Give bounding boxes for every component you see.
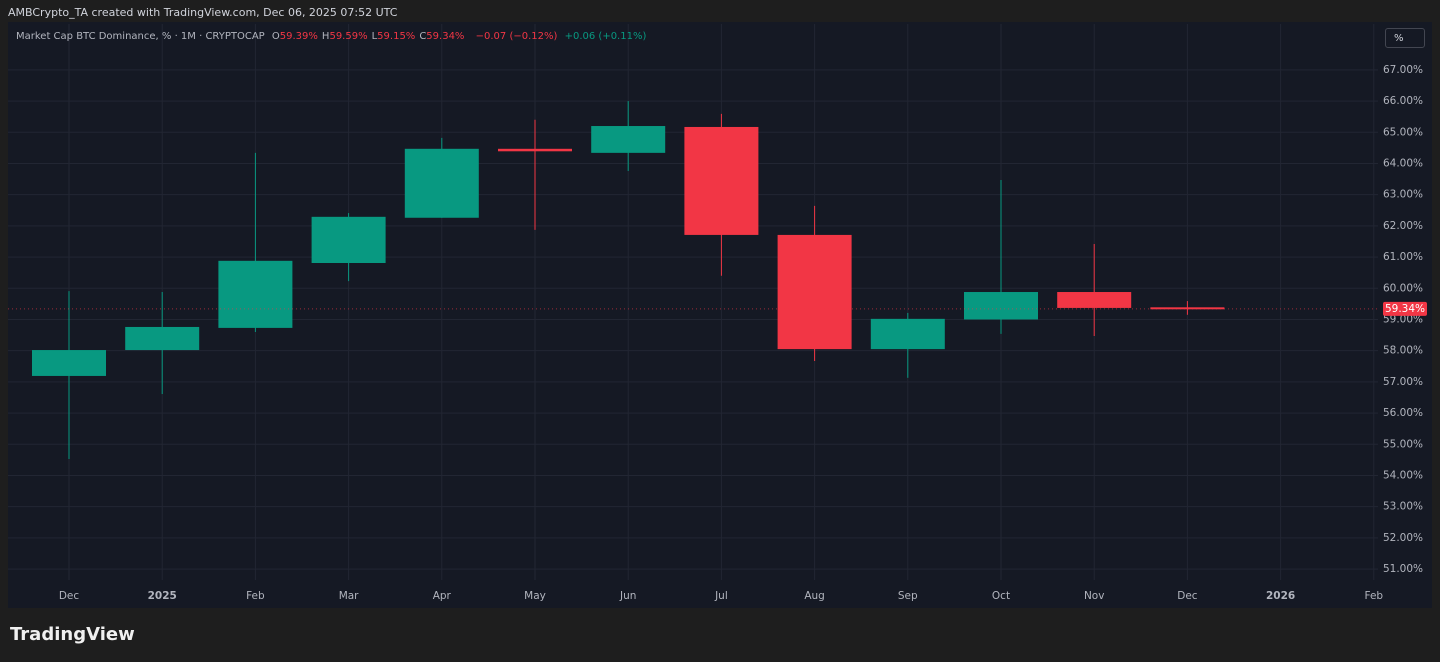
x-tick-label: Feb <box>246 590 265 602</box>
ohlc-key: H <box>321 31 330 42</box>
candle-body <box>684 126 759 235</box>
candle-body <box>1150 307 1225 310</box>
candle-body <box>218 260 293 328</box>
y-tick-label: 55.00% <box>1383 438 1423 450</box>
y-tick-label: 56.00% <box>1383 407 1423 419</box>
y-tick-label: 57.00% <box>1383 376 1423 388</box>
y-tick-label: 65.00% <box>1383 126 1423 138</box>
y-tick-label: 63.00% <box>1383 189 1423 201</box>
x-tick-label: Aug <box>804 590 825 602</box>
ohlc-value: 59.39% <box>279 31 318 42</box>
y-tick-label: 67.00% <box>1383 64 1423 76</box>
x-tick-label: Sep <box>898 590 918 602</box>
x-tick-label: Dec <box>59 590 80 602</box>
candle-body <box>1057 292 1132 308</box>
legend: Market Cap BTC Dominance, % · 1M · CRYPT… <box>16 31 650 42</box>
y-tick-label: 64.00% <box>1383 157 1423 169</box>
candle-body <box>870 318 945 350</box>
x-tick-label: 2026 <box>1266 590 1295 602</box>
candle-body <box>32 350 106 376</box>
percent-toggle[interactable]: % <box>1385 28 1425 48</box>
y-tick-label: 58.00% <box>1383 345 1423 357</box>
ohlc-key: L <box>371 31 378 42</box>
last-price-tag <box>1383 301 1427 316</box>
change: −0.07 (−0.12%) <box>475 31 558 42</box>
ohlc-value: 59.59% <box>329 31 368 42</box>
y-tick-label: 53.00% <box>1383 501 1423 513</box>
candle-body <box>404 148 479 218</box>
x-tick-label: Feb <box>1365 590 1384 602</box>
y-tick-label: 52.00% <box>1383 532 1423 544</box>
candle-body <box>777 234 852 350</box>
ohlc-key: O <box>271 31 280 42</box>
x-tick-label: Dec <box>1177 590 1198 602</box>
y-tick-label: 61.00% <box>1383 251 1423 263</box>
x-tick-label: Mar <box>339 590 359 602</box>
x-tick-label: Nov <box>1084 590 1105 602</box>
ohlc-key: C <box>419 31 427 42</box>
attribution: AMBCrypto_TA created with TradingView.co… <box>8 6 398 19</box>
last-price-label: 59.34% <box>1385 303 1425 315</box>
candle-body <box>964 292 1038 320</box>
x-tick-label: Apr <box>433 590 452 602</box>
x-tick-label: Jun <box>619 590 636 602</box>
x-tick-label: 2025 <box>148 590 177 602</box>
y-tick-label: 66.00% <box>1383 95 1423 107</box>
x-tick-label: Oct <box>992 590 1010 602</box>
candle-body <box>125 326 200 351</box>
candle-body <box>498 148 572 152</box>
ohlc: O59.39% H59.59% L59.15% C59.34% <box>272 31 469 42</box>
y-tick-label: 51.00% <box>1383 563 1423 575</box>
x-tick-label: Jul <box>714 590 728 602</box>
extended-change: +0.06 (+0.11%) <box>564 31 647 42</box>
logo: TradingView <box>10 624 135 645</box>
ohlc-value: 59.15% <box>377 31 416 42</box>
ohlc-value: 59.34% <box>426 31 465 42</box>
candle-body <box>591 126 666 153</box>
candle-body <box>311 216 386 263</box>
y-tick-label: 62.00% <box>1383 220 1423 232</box>
y-tick-label: 59.00% <box>1383 313 1423 325</box>
y-tick-label: 60.00% <box>1383 282 1423 294</box>
x-tick-label: May <box>524 590 546 602</box>
y-tick-label: 54.00% <box>1383 469 1423 481</box>
symbol: Market Cap BTC Dominance, % · 1M · CRYPT… <box>16 31 265 42</box>
